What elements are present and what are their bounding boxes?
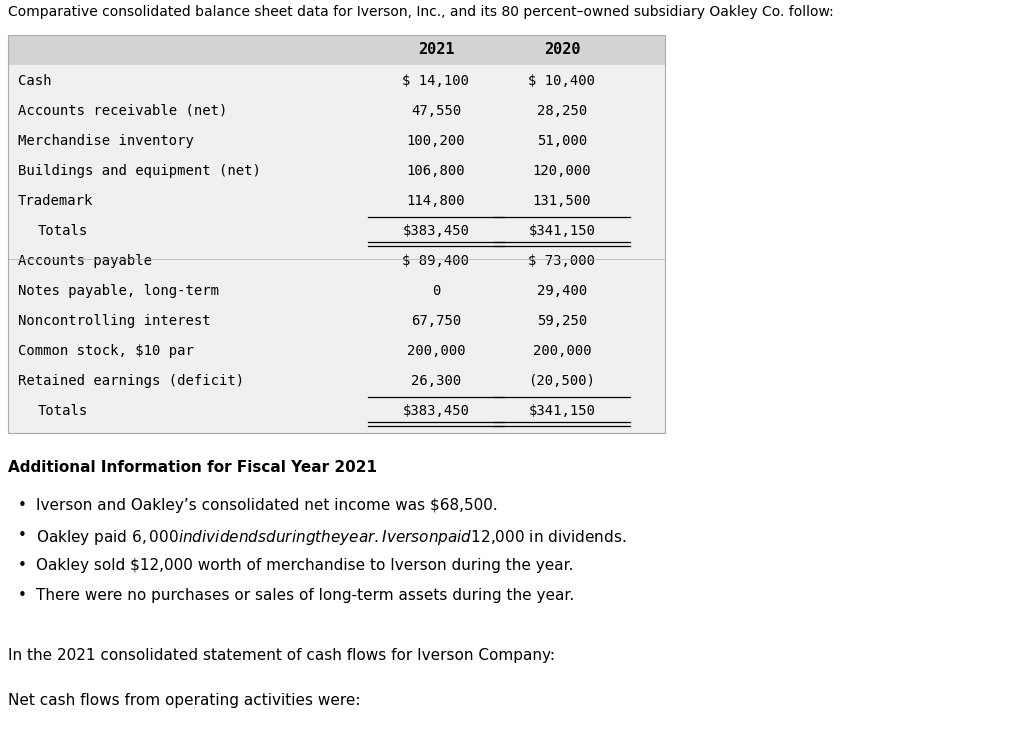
Text: $ 10,400: $ 10,400 xyxy=(528,74,596,88)
Text: Oakley sold $12,000 worth of merchandise to Iverson during the year.: Oakley sold $12,000 worth of merchandise… xyxy=(36,558,573,573)
Text: Iverson and Oakley’s consolidated net income was $68,500.: Iverson and Oakley’s consolidated net in… xyxy=(36,498,498,513)
Text: 47,550: 47,550 xyxy=(411,104,461,118)
Text: Common stock, $10 par: Common stock, $10 par xyxy=(18,343,194,358)
Bar xyxy=(8,35,665,433)
Text: Net cash flows from operating activities were:: Net cash flows from operating activities… xyxy=(8,693,360,708)
Bar xyxy=(8,35,665,65)
Bar xyxy=(8,65,665,433)
Text: Noncontrolling interest: Noncontrolling interest xyxy=(18,313,211,328)
Text: 2020: 2020 xyxy=(544,42,581,58)
Text: 59,250: 59,250 xyxy=(537,313,587,328)
Text: •: • xyxy=(18,498,27,513)
Text: $341,150: $341,150 xyxy=(528,403,596,417)
Text: Retained earnings (deficit): Retained earnings (deficit) xyxy=(18,373,244,388)
Text: 2021: 2021 xyxy=(418,42,455,58)
Text: 67,750: 67,750 xyxy=(411,313,461,328)
Text: $383,450: $383,450 xyxy=(402,223,469,238)
Text: Oakley paid $6,000 in dividends during the year. Iverson paid $12,000 in dividen: Oakley paid $6,000 in dividends during t… xyxy=(36,528,627,547)
Text: 29,400: 29,400 xyxy=(537,283,587,298)
Text: •: • xyxy=(18,528,27,543)
Text: 131,500: 131,500 xyxy=(532,193,591,208)
Text: Additional Information for Fiscal Year 2021: Additional Information for Fiscal Year 2… xyxy=(8,460,377,475)
Text: Comparative consolidated balance sheet data for Iverson, Inc., and its 80 percen: Comparative consolidated balance sheet d… xyxy=(8,5,834,19)
Text: Cash: Cash xyxy=(18,74,51,88)
Text: Trademark: Trademark xyxy=(18,193,93,208)
Text: •: • xyxy=(18,558,27,573)
Text: Accounts payable: Accounts payable xyxy=(18,253,152,268)
Text: 28,250: 28,250 xyxy=(537,104,587,118)
Text: •: • xyxy=(18,588,27,603)
Text: 200,000: 200,000 xyxy=(532,343,591,358)
Text: 114,800: 114,800 xyxy=(407,193,465,208)
Text: Notes payable, long-term: Notes payable, long-term xyxy=(18,283,219,298)
Text: $ 73,000: $ 73,000 xyxy=(528,253,596,268)
Text: $ 14,100: $ 14,100 xyxy=(402,74,469,88)
Text: In the 2021 consolidated statement of cash flows for Iverson Company:: In the 2021 consolidated statement of ca… xyxy=(8,648,555,663)
Text: 200,000: 200,000 xyxy=(407,343,465,358)
Text: Buildings and equipment (net): Buildings and equipment (net) xyxy=(18,163,261,178)
Text: Totals: Totals xyxy=(38,403,88,417)
Text: 100,200: 100,200 xyxy=(407,134,465,148)
Text: 0: 0 xyxy=(432,283,440,298)
Text: 120,000: 120,000 xyxy=(532,163,591,178)
Text: $383,450: $383,450 xyxy=(402,403,469,417)
Text: There were no purchases or sales of long-term assets during the year.: There were no purchases or sales of long… xyxy=(36,588,574,603)
Text: 26,300: 26,300 xyxy=(411,373,461,388)
Text: 106,800: 106,800 xyxy=(407,163,465,178)
Text: $341,150: $341,150 xyxy=(528,223,596,238)
Text: Accounts receivable (net): Accounts receivable (net) xyxy=(18,104,227,118)
Text: Totals: Totals xyxy=(38,223,88,238)
Text: Merchandise inventory: Merchandise inventory xyxy=(18,134,194,148)
Text: $ 89,400: $ 89,400 xyxy=(402,253,469,268)
Text: (20,500): (20,500) xyxy=(528,373,596,388)
Text: 51,000: 51,000 xyxy=(537,134,587,148)
